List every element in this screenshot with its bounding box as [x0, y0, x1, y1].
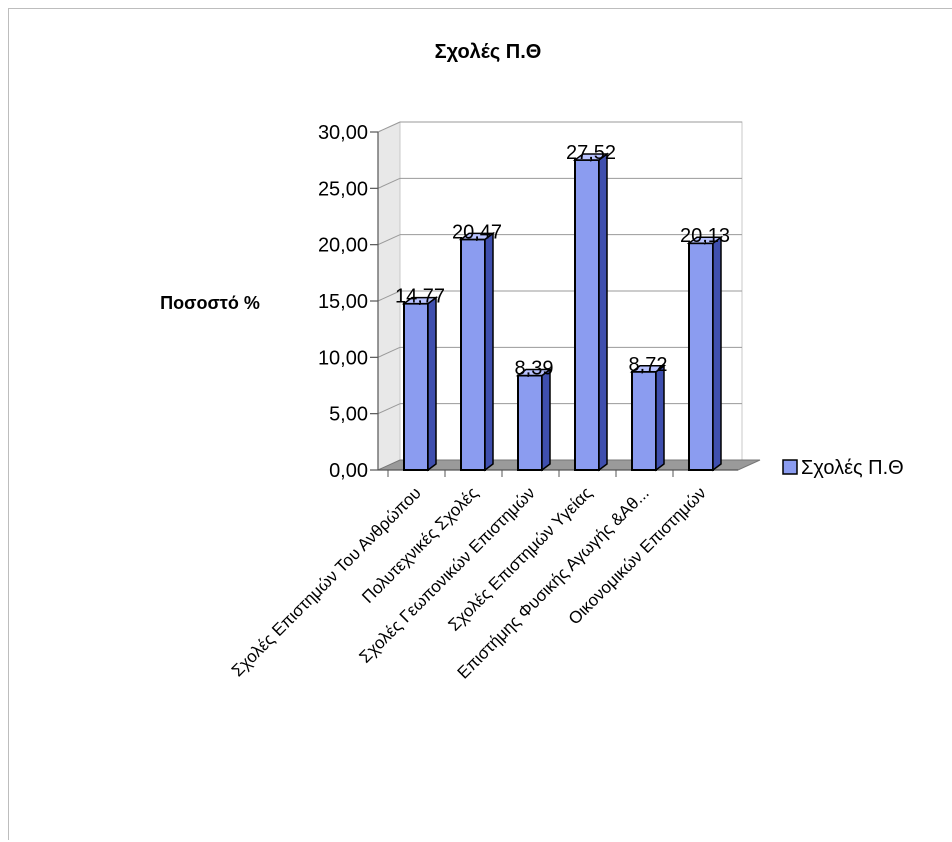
gridline-depth: [377, 346, 401, 358]
bar-front: [688, 242, 714, 471]
bar: [629, 364, 667, 472]
y-tick-label: 5,00: [329, 404, 368, 426]
bar: [458, 231, 496, 472]
chart-frame: [8, 8, 952, 840]
bars: [401, 152, 724, 472]
data-label: 14,77: [395, 286, 445, 308]
bar-front: [460, 238, 486, 471]
gridline-depth: [377, 234, 401, 246]
data-label: 27,52: [566, 142, 616, 164]
legend: Σχολές Π.Θ: [782, 457, 904, 479]
data-label: 20,13: [680, 225, 730, 247]
bar: [515, 367, 553, 472]
bar-top: [401, 296, 439, 305]
bar: [401, 296, 439, 472]
bar-side: [712, 235, 722, 472]
bar-top: [572, 153, 610, 161]
bar-front: [631, 370, 657, 471]
gridline-depth: [377, 177, 401, 189]
bar: [572, 152, 610, 472]
y-tick-labels: 0,00 5,00 10,00 15,00 20,00 25,00 30,00: [318, 122, 368, 482]
gridline-depth: [377, 290, 401, 302]
y-tick-label: 20,00: [318, 235, 368, 257]
bar-side: [427, 296, 437, 472]
bar-top: [515, 368, 553, 377]
bar-side: [484, 231, 494, 472]
bar-top: [629, 365, 667, 373]
bar: [686, 235, 724, 472]
legend-label: Σχολές Π.Θ: [801, 457, 904, 479]
data-labels: 14,77 20,47 8,39 27,52 8,72 20,13: [395, 142, 730, 380]
y-tick-label: 10,00: [318, 347, 368, 369]
bar-top: [686, 236, 724, 244]
data-label: 8,39: [515, 357, 554, 379]
chart-title: Σχολές Π.Θ: [435, 41, 542, 63]
data-label: 8,72: [629, 354, 668, 376]
category-labels: Σχολές Επιστημών Του ΑνθρώπουΠολυτεχνικέ…: [228, 483, 710, 682]
bar-front: [517, 374, 543, 471]
bar-side: [598, 152, 608, 472]
y-axis-label: Ποσοστό %: [160, 293, 260, 313]
bar-side: [655, 364, 665, 472]
bar-front: [403, 302, 429, 471]
y-tick-label: 25,00: [318, 178, 368, 200]
gridline-depth: [377, 121, 401, 133]
legend-swatch: [782, 459, 798, 475]
y-tick-label: 15,00: [318, 291, 368, 313]
gridline-depth: [377, 403, 401, 415]
axes: [370, 131, 738, 477]
y-tick-label: 0,00: [329, 460, 368, 482]
data-label: 20,47: [452, 221, 502, 243]
bar-front: [574, 158, 600, 471]
bar-side: [541, 367, 551, 472]
y-tick-label: 30,00: [318, 122, 368, 144]
bar-top: [458, 232, 496, 241]
gridlines: [377, 121, 742, 415]
